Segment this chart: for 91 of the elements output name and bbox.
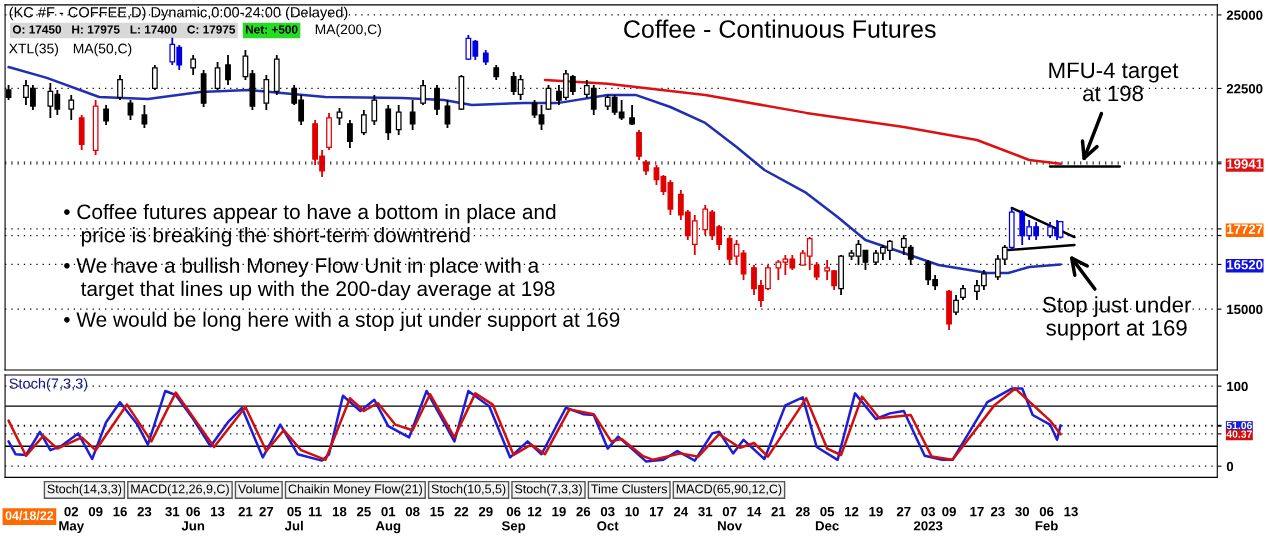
x-tick-label: 15 xyxy=(430,507,444,517)
annotation: XTL(35) xyxy=(9,43,59,57)
text: MACD(65,90,12,C) xyxy=(676,484,782,496)
x-tick-label: 26 xyxy=(576,506,591,517)
x-tick-label: 21 xyxy=(238,506,253,517)
x-tick-label: 01 Aug xyxy=(375,506,401,534)
x-tick-label: 25 xyxy=(356,506,371,517)
annotation: MA(50,C) xyxy=(73,43,132,57)
x-tick-label: 13 xyxy=(1064,506,1078,517)
candlestick xyxy=(190,54,197,76)
x-tick-label: 29 xyxy=(478,506,493,517)
text: Volume xyxy=(238,484,280,494)
candlestick xyxy=(68,94,75,121)
text: Chaikin Money Flow(21) xyxy=(288,484,422,496)
x-tick-label: 28 xyxy=(795,506,810,517)
candlestick xyxy=(371,94,378,126)
annotation: Net: +500 xyxy=(245,25,298,34)
x-tick-label: 17 xyxy=(649,507,664,517)
text: Stoch(7,3,3) xyxy=(515,484,582,496)
text: Time Clusters xyxy=(591,484,668,494)
y-tick-label: 15000 xyxy=(1227,304,1263,315)
x-tick-label: 10 xyxy=(625,506,639,517)
y-tick-label: 25000 xyxy=(1226,10,1263,20)
chart-title: Coffee - Continuous Futures xyxy=(624,19,936,38)
x-tick-label: 22 xyxy=(454,506,469,517)
candlestick xyxy=(347,119,353,149)
candlestick xyxy=(103,104,109,126)
annotation: Stop just under support at 169 xyxy=(1042,296,1192,341)
x-tick-label: 06 Feb xyxy=(1035,506,1058,531)
x-tick-label: 27 xyxy=(896,506,911,517)
x-tick-label: 11 xyxy=(308,507,322,517)
text: Stoch(14,3,3) xyxy=(47,484,122,496)
x-tick-label: 14 xyxy=(747,507,762,517)
x-tick-label: 23 xyxy=(137,506,152,517)
x-tick-label: 19 xyxy=(552,506,566,517)
y-tick-label: 40.37 xyxy=(1226,430,1252,438)
y-tick-label: 0 xyxy=(1226,461,1234,472)
annotation: MA(200,C) xyxy=(315,24,381,37)
line-series xyxy=(543,78,1062,166)
text: Stoch(10,5,5) xyxy=(431,484,506,496)
candlestick xyxy=(395,104,402,136)
annotation: Stoch(7,3,3) xyxy=(9,378,88,392)
candlestick xyxy=(434,84,440,116)
y-tick-label: 17727 xyxy=(1227,224,1263,234)
x-tick-label: 07 Nov xyxy=(718,506,743,531)
x-tick-label: 05 Dec xyxy=(815,506,839,531)
x-tick-label: 06 Jun xyxy=(181,506,205,531)
candlestick xyxy=(629,104,635,126)
text: MACD(12,26,9,C) xyxy=(131,484,229,496)
x-tick-label: 19 xyxy=(869,506,883,517)
y-tick-label: 22500 xyxy=(1226,84,1263,94)
x-tick-label: 13 xyxy=(211,506,225,517)
annotation: • Coffee futures appear to have a bottom in place and price is breaking the short-term downtrend xyxy=(64,203,556,247)
candlestick xyxy=(360,109,367,136)
x-tick-label: 08 xyxy=(405,506,420,517)
x-tick-label: 16 xyxy=(113,506,127,517)
x-tick-label: 31 xyxy=(165,506,180,517)
annotation: • We would be long here with a stop jut under support at 169 xyxy=(64,311,620,332)
candlestick xyxy=(409,99,416,131)
annotation: • We have a bullish Money Flow Unit in place with a target that lines up with the 200-day average at 198 xyxy=(64,257,555,301)
x-tick-label: 09 xyxy=(942,506,956,517)
annotation: O: 17450 H: 17975 L: 17400 C: 17975 xyxy=(12,25,236,34)
x-tick-label: 06 Sep xyxy=(501,506,526,534)
y-tick-label: 19941 xyxy=(1227,159,1263,169)
x-tick-label: 03 2023 xyxy=(913,506,943,531)
candlestick xyxy=(141,104,148,129)
candlestick xyxy=(636,129,642,161)
candlestick xyxy=(263,74,270,111)
x-tick-label: 02 May xyxy=(59,506,85,534)
x-tick-label: 18 xyxy=(332,506,347,517)
x-tick-label: 23 xyxy=(990,506,1005,517)
y-tick-label: 16520 xyxy=(1227,259,1263,270)
y-tick-label: 51.06 xyxy=(1226,421,1252,430)
x-tick-label: 05 Jul xyxy=(284,506,303,531)
y-tick-label: 100 xyxy=(1227,381,1248,392)
x-tick-label: 27 xyxy=(259,506,274,517)
x-tick-label: 30 xyxy=(1015,506,1030,517)
x-tick-label: 21 xyxy=(771,506,786,517)
x-tick-label: 24 xyxy=(673,506,689,517)
annotation: MFU-4 target at 198 xyxy=(1049,62,1179,102)
text: 04/18/22 xyxy=(5,510,54,521)
x-tick-label: 03 Oct xyxy=(597,506,619,531)
x-tick-label: 31 xyxy=(698,506,713,517)
x-tick-label: 17 xyxy=(970,507,984,517)
x-tick-label: 12 xyxy=(845,506,859,517)
candlestick xyxy=(225,54,231,86)
candlestick xyxy=(117,74,123,101)
x-tick-label: 09 xyxy=(88,506,103,517)
x-tick-label: 12 xyxy=(528,506,542,517)
annotation: (KC #F - COFFEE,D) Dynamic,0:00-24:00 (Delayed) xyxy=(9,6,348,21)
candlestick xyxy=(385,104,392,141)
